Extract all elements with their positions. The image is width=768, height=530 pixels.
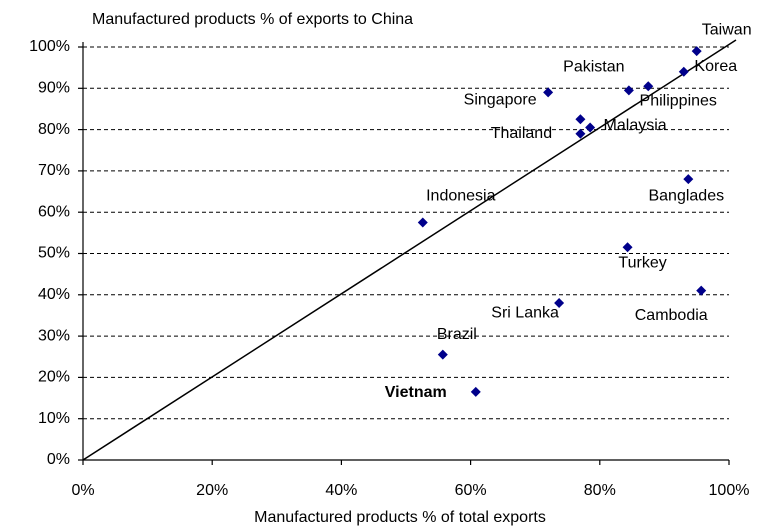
y-tick-label: 30%	[38, 327, 70, 344]
data-point	[437, 349, 448, 360]
y-tick-label: 60%	[38, 203, 70, 220]
data-point	[575, 128, 586, 139]
data-point	[554, 298, 565, 309]
x-tick-label: 40%	[325, 482, 357, 499]
reference-line	[82, 39, 737, 461]
y-tick-label: 100%	[29, 38, 70, 55]
point-label: Thailand	[491, 125, 552, 142]
x-tick-label: 0%	[71, 482, 94, 499]
point-label: Banglades	[648, 187, 724, 204]
point-label: Singapore	[464, 92, 537, 109]
y-tick-label: 40%	[38, 286, 70, 303]
x-tick-label: 100%	[709, 482, 750, 499]
data-point	[470, 386, 481, 397]
data-point	[623, 85, 634, 96]
point-label: Turkey	[618, 255, 666, 272]
point-label: Pakistan	[563, 59, 624, 76]
point-label: Brazil	[437, 326, 477, 343]
data-point	[696, 285, 707, 296]
x-tick-label: 20%	[196, 482, 228, 499]
point-label: Korea	[694, 58, 737, 75]
data-point	[622, 242, 633, 253]
y-tick-label: 10%	[38, 410, 70, 427]
y-tick-label: 0%	[47, 451, 70, 468]
point-label: Indonesia	[426, 188, 495, 205]
data-point	[678, 66, 689, 77]
y-tick-label: 70%	[38, 162, 70, 179]
point-label: Cambodia	[635, 307, 708, 324]
y-tick-label: 50%	[38, 245, 70, 262]
y-tick-label: 80%	[38, 121, 70, 138]
data-point	[691, 46, 702, 57]
data-point	[417, 217, 428, 228]
chart-title: Manufactured products % of exports to Ch…	[92, 11, 413, 28]
data-point	[575, 114, 586, 125]
x-tick-label: 60%	[455, 482, 487, 499]
point-label: Philippines	[640, 92, 717, 109]
data-point	[683, 174, 694, 185]
y-tick-label: 90%	[38, 80, 70, 97]
point-label: Taiwan	[702, 21, 752, 38]
point-label: Vietnam	[385, 384, 447, 401]
x-axis-label: Manufactured products % of total exports	[254, 509, 546, 526]
point-label: Sri Lanka	[491, 304, 559, 321]
y-tick-label: 20%	[38, 369, 70, 386]
data-point	[543, 87, 554, 98]
point-label: Malaysia	[604, 117, 667, 134]
data-point	[643, 81, 654, 92]
x-tick-label: 80%	[584, 482, 616, 499]
data-point	[585, 122, 596, 133]
